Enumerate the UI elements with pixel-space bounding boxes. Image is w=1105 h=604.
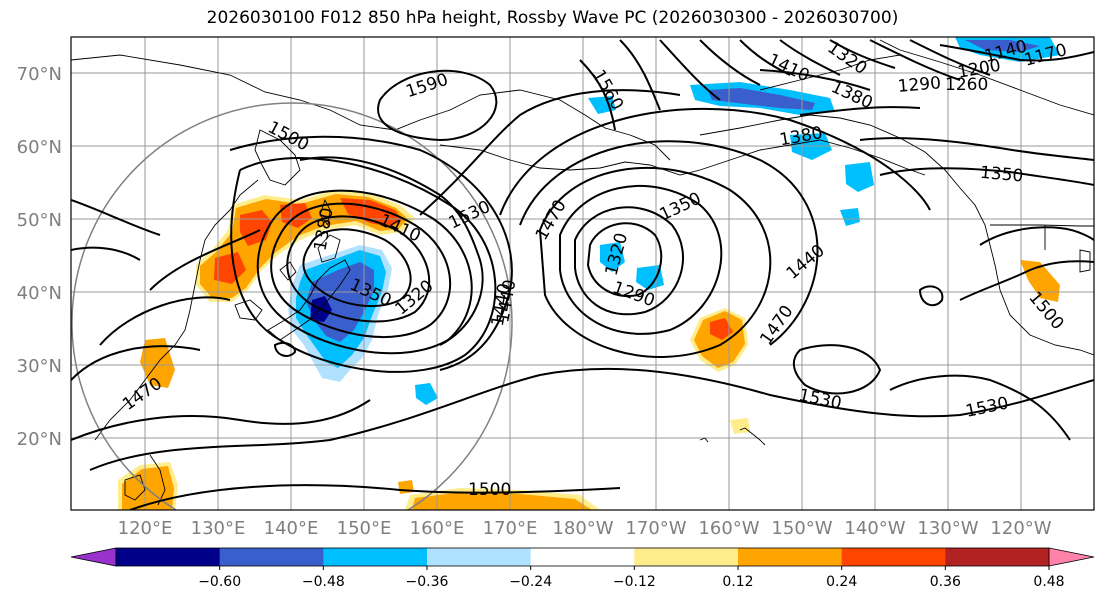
lat-label: 50°N [17,210,62,231]
map-title: 2026030100 F012 850 hPa height, Rossby W… [206,8,899,28]
lat-label: 70°N [17,64,62,85]
colorbar-segment [116,548,221,566]
colorbar-low-extension [70,547,117,567]
positive-anomaly-region [710,318,733,340]
colorbar-segment [427,548,532,566]
lon-label: 120°W [990,518,1051,539]
lat-label: 30°N [17,356,62,377]
gridlines [71,37,1094,510]
colorbar-segment [530,548,635,566]
lat-label: 20°N [17,429,62,450]
height-contours [71,39,1094,510]
lon-label: 130°W [917,518,978,539]
lon-label: 180°W [552,518,613,539]
colorbar-tick-label: 0.36 [930,574,961,590]
negative-anomaly-region [415,383,438,405]
latitude-labels: 70°N 60°N 50°N 40°N 30°N 20°N [17,64,62,450]
negative-anomaly-region [636,265,664,290]
negative-anomaly-region [600,242,625,272]
colorbar-segment [945,548,1050,566]
colorbar-tick-label: −0.48 [302,574,345,590]
coastlines [71,39,1094,506]
negative-anomaly-region [840,208,860,226]
lon-label: 130°E [191,518,246,539]
colorbar-tick-label: −0.24 [509,574,552,590]
colorbar-segment [634,548,739,566]
negative-anomaly-region [588,96,616,114]
contour-label: 1260 [945,75,988,95]
colorbar-frame [115,547,1050,567]
longitude-labels: 120°E 130°E 140°E 150°E 160°E 170°E 180°… [118,518,1052,539]
range-circle [71,102,513,510]
colorbar-segment [841,548,946,566]
positive-anomaly-region [214,252,246,284]
colorbar-tick-label: 0.24 [826,574,857,590]
lat-label: 40°N [17,283,62,304]
positive-anomaly-region [730,418,750,434]
colorbar-segment [738,548,843,566]
lat-label: 60°N [17,137,62,158]
positive-anomaly-region [694,311,745,368]
contour-label: 1500 [468,480,511,500]
negative-anomaly-region [845,162,874,192]
lon-label: 140°W [844,518,905,539]
lon-label: 160°W [698,518,759,539]
colorbar-tick-label: −0.12 [613,574,656,590]
map-frame [70,36,1095,511]
colorbar-tick-label: −0.60 [198,574,241,590]
lon-label: 150°W [771,518,832,539]
colorbar-tick-label: −0.36 [406,574,449,590]
colorbar-tick-label: 0.12 [722,574,753,590]
negative-anomaly-region [708,88,815,110]
colorbar-segment [323,548,428,566]
lon-label: 160°E [410,518,465,539]
negative-anomaly-region [306,262,374,342]
colorbar-tick-label: 0.48 [1033,574,1064,590]
lon-label: 170°W [625,518,686,539]
colorbar-high-extension [1048,547,1095,567]
colorbar: −0.60 −0.48 −0.36 −0.24 −0.12 0.12 0.24 0.36 0.4… [70,547,1095,590]
lon-label: 150°E [337,518,392,539]
contour-label: 1290 [897,73,942,97]
colorbar-segment [219,548,324,566]
positive-anomaly-region [412,492,592,510]
positive-anomaly-region [398,480,414,494]
lon-label: 170°E [483,518,538,539]
lon-label: 120°E [118,518,173,539]
lon-label: 140°E [264,518,319,539]
contour-label: 1350 [979,163,1024,187]
